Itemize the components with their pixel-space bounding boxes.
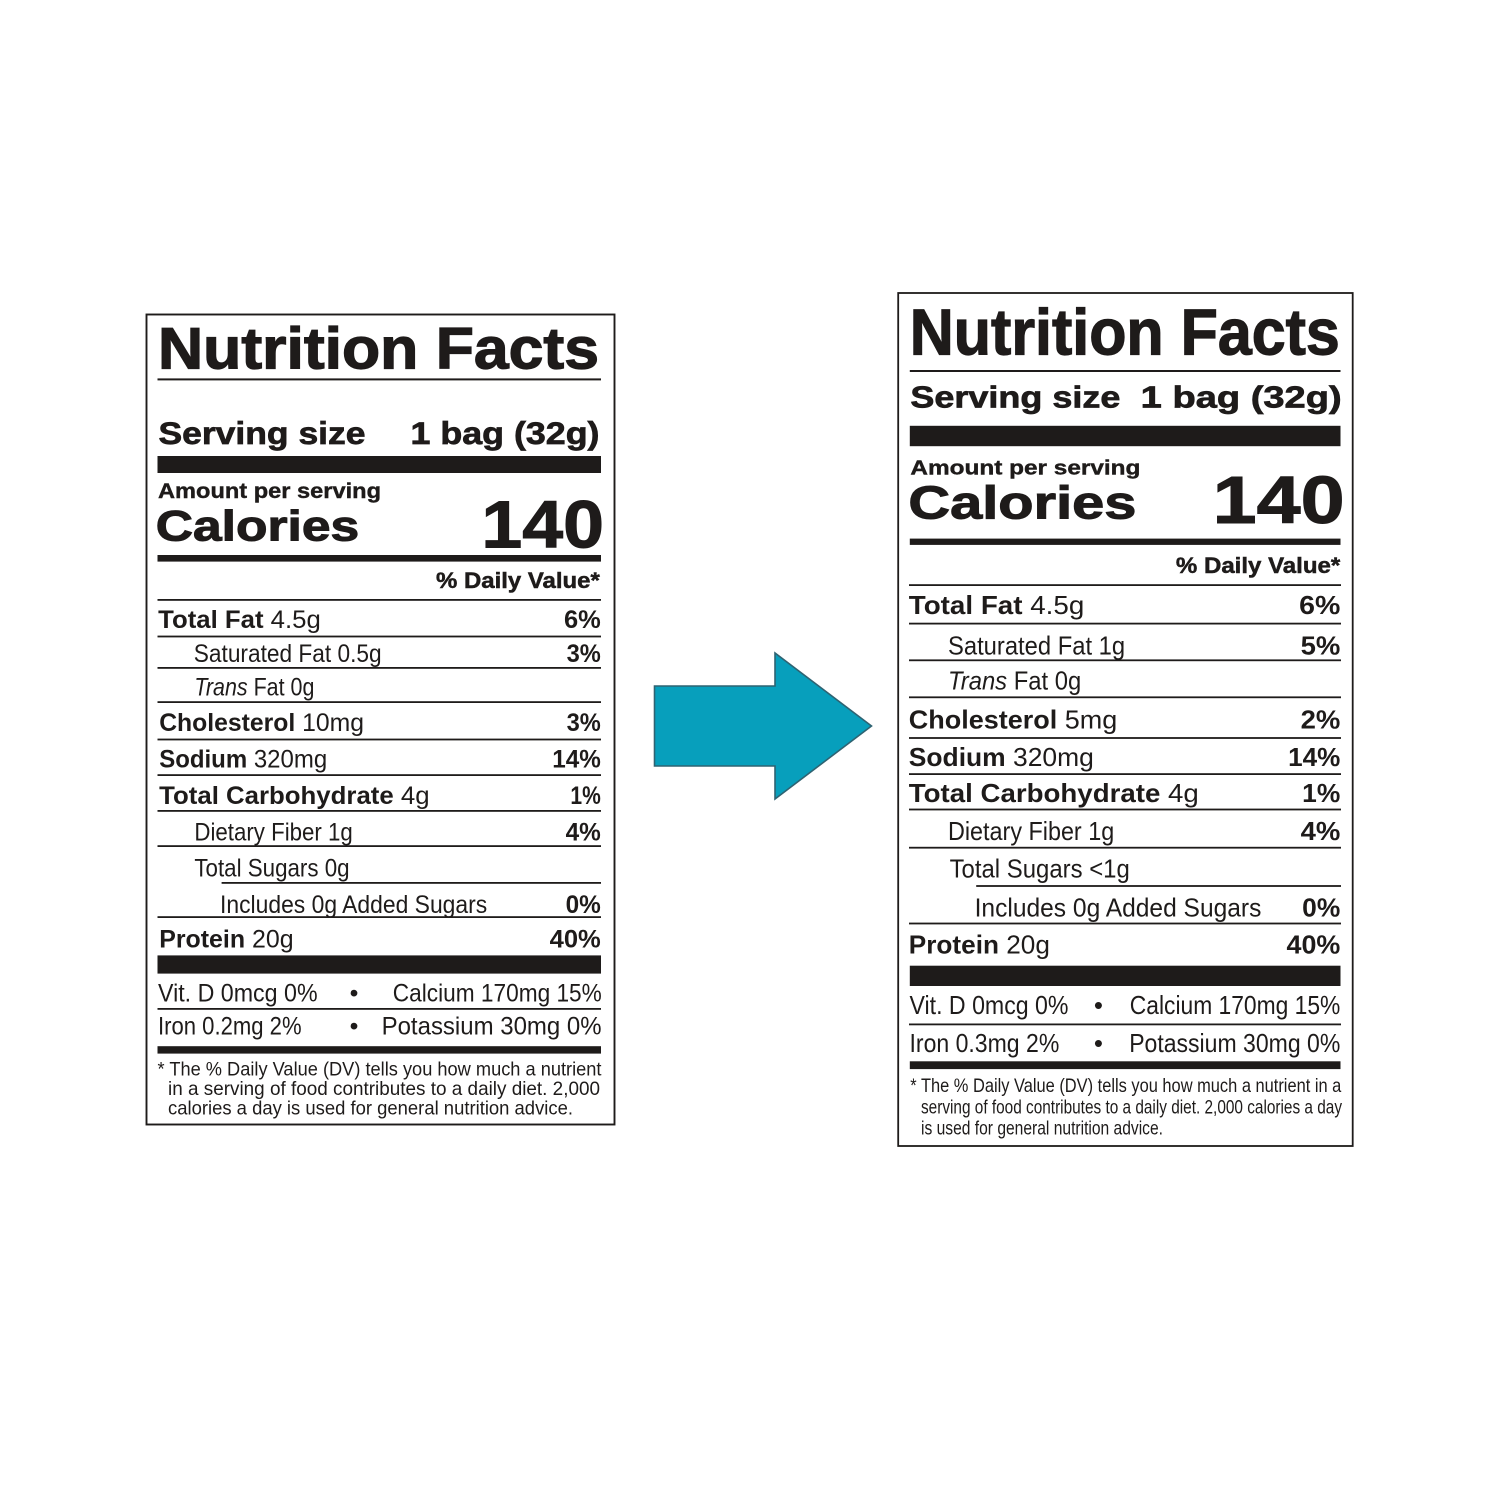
svg-text:* The % Daily Value (DV) tells: * The % Daily Value (DV) tells you how m… xyxy=(910,1075,1341,1097)
svg-text:6%: 6% xyxy=(1299,590,1340,620)
svg-text:Saturated Fat 1g: Saturated Fat 1g xyxy=(948,631,1125,661)
svg-text:4%: 4% xyxy=(566,819,601,847)
svg-text:Saturated Fat 0.5g: Saturated Fat 0.5g xyxy=(194,640,382,668)
svg-text:* The % Daily Value (DV) tells: * The % Daily Value (DV) tells you how m… xyxy=(158,1059,603,1081)
svg-text:140: 140 xyxy=(481,487,604,562)
svg-text:Sodium 320mg: Sodium 320mg xyxy=(909,742,1094,772)
svg-text:Includes 0g Added Sugars: Includes 0g Added Sugars xyxy=(220,891,487,919)
svg-text:Serving size: Serving size xyxy=(159,415,366,451)
svg-text:5%: 5% xyxy=(1301,631,1341,661)
svg-text:Total Fat 4.5g: Total Fat 4.5g xyxy=(158,606,321,634)
svg-text:% Daily Value*: % Daily Value* xyxy=(436,568,600,593)
svg-text:is used for general nutrition: is used for general nutrition advice. xyxy=(921,1118,1163,1140)
svg-text:Potassium 30mg 0%: Potassium 30mg 0% xyxy=(382,1012,602,1040)
svg-text:3%: 3% xyxy=(567,709,601,737)
svg-text:40%: 40% xyxy=(1287,930,1341,960)
svg-text:Calories: Calories xyxy=(908,476,1136,528)
svg-text:Calcium 170mg 15%: Calcium 170mg 15% xyxy=(393,979,602,1007)
svg-text:14%: 14% xyxy=(1288,742,1340,772)
svg-text:Cholesterol 10mg: Cholesterol 10mg xyxy=(159,709,364,737)
svg-text:serving of food contributes to: serving of food contributes to a daily d… xyxy=(921,1097,1342,1119)
svg-text:140: 140 xyxy=(1213,463,1345,538)
svg-text:0%: 0% xyxy=(1302,893,1340,923)
svg-text:Nutrition Facts: Nutrition Facts xyxy=(158,317,599,382)
svg-text:Dietary Fiber 1g: Dietary Fiber 1g xyxy=(948,816,1114,846)
svg-text:Includes 0g Added Sugars: Includes 0g Added Sugars xyxy=(975,893,1262,923)
svg-text:•: • xyxy=(350,1012,359,1040)
svg-text:•: • xyxy=(1094,1028,1103,1058)
svg-text:Vit. D 0mcg 0%: Vit. D 0mcg 0% xyxy=(910,990,1069,1020)
svg-text:Iron 0.3mg 2%: Iron 0.3mg 2% xyxy=(910,1028,1060,1058)
svg-text:Iron 0.2mg 2%: Iron 0.2mg 2% xyxy=(158,1012,302,1040)
svg-text:•: • xyxy=(1094,990,1103,1020)
svg-text:Cholesterol 5mg: Cholesterol 5mg xyxy=(909,705,1118,735)
svg-text:Calories: Calories xyxy=(156,504,359,551)
svg-text:Trans Fat 0g: Trans Fat 0g xyxy=(948,665,1081,695)
svg-text:Vit. D 0mcg 0%: Vit. D 0mcg 0% xyxy=(158,979,318,1007)
svg-text:1 bag (32g): 1 bag (32g) xyxy=(411,415,600,451)
svg-text:1%: 1% xyxy=(570,782,600,810)
svg-text:Total Carbohydrate 4g: Total Carbohydrate 4g xyxy=(909,778,1199,808)
svg-text:Protein 20g: Protein 20g xyxy=(159,926,293,954)
svg-text:Sodium 320mg: Sodium 320mg xyxy=(159,746,327,774)
svg-text:Potassium 30mg 0%: Potassium 30mg 0% xyxy=(1129,1028,1340,1058)
svg-text:Trans Fat 0g: Trans Fat 0g xyxy=(194,674,314,702)
svg-text:0%: 0% xyxy=(566,891,601,919)
svg-text:Protein 20g: Protein 20g xyxy=(909,930,1050,960)
svg-text:Amount per serving: Amount per serving xyxy=(910,456,1140,479)
svg-text:Serving size: Serving size xyxy=(910,380,1120,415)
svg-text:14%: 14% xyxy=(552,746,601,774)
svg-text:Calcium 170mg 15%: Calcium 170mg 15% xyxy=(1130,990,1341,1020)
svg-text:Total Sugars 0g: Total Sugars 0g xyxy=(194,854,349,882)
svg-text:40%: 40% xyxy=(550,926,601,954)
svg-text:3%: 3% xyxy=(567,640,601,668)
svg-text:1 bag (32g): 1 bag (32g) xyxy=(1141,380,1342,415)
svg-text:4%: 4% xyxy=(1301,816,1341,846)
svg-text:Dietary Fiber 1g: Dietary Fiber 1g xyxy=(194,819,352,847)
svg-text:6%: 6% xyxy=(564,606,601,634)
svg-text:in a serving of food contribut: in a serving of food contributes to a da… xyxy=(168,1078,600,1100)
svg-text:•: • xyxy=(350,979,359,1007)
svg-text:Nutrition Facts: Nutrition Facts xyxy=(910,295,1340,368)
svg-text:2%: 2% xyxy=(1301,705,1341,735)
svg-text:Total Sugars <1g: Total Sugars <1g xyxy=(950,853,1130,883)
svg-text:Amount per serving: Amount per serving xyxy=(158,480,381,503)
svg-text:Total Carbohydrate 4g: Total Carbohydrate 4g xyxy=(159,782,429,810)
svg-text:calories a day is used for gen: calories a day is used for general nutri… xyxy=(168,1097,573,1119)
svg-text:1%: 1% xyxy=(1302,778,1340,808)
svg-text:Total Fat 4.5g: Total Fat 4.5g xyxy=(909,590,1084,620)
svg-text:% Daily Value*: % Daily Value* xyxy=(1176,553,1341,578)
